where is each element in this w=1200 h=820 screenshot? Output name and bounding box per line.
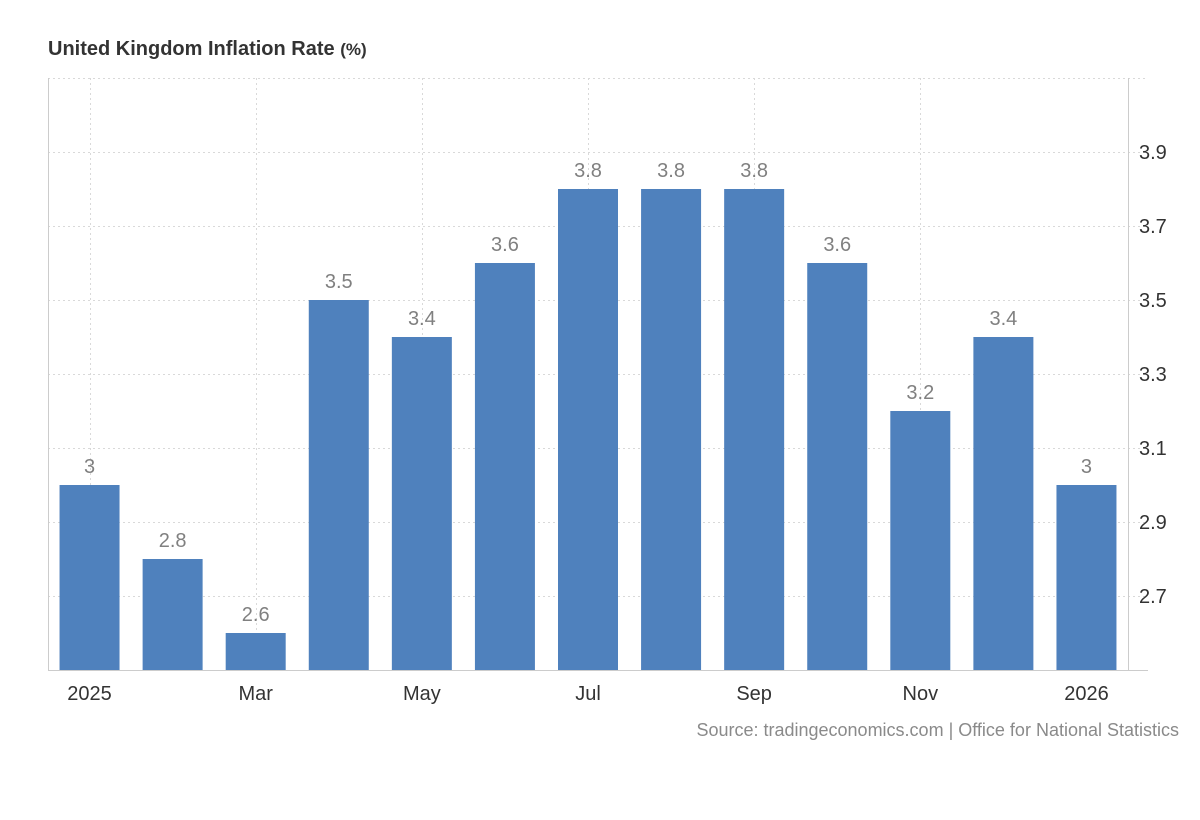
x-tick-label: Mar (238, 683, 273, 705)
bar (391, 337, 452, 670)
y-tick-label: 2.9 (1139, 512, 1167, 534)
bar (1056, 485, 1117, 670)
bar (641, 189, 702, 670)
chart-title-unit: (%) (340, 40, 367, 59)
bar-value-label: 2.6 (242, 604, 270, 626)
bar-value-label: 3.8 (574, 160, 602, 182)
x-tick-label: May (403, 683, 441, 705)
bar (724, 189, 785, 670)
source-note: Source: tradingeconomics.com | Office fo… (696, 720, 1179, 740)
bar (308, 300, 369, 670)
y-axis-ticks: 2.7 2.9 3.1 3.3 3.5 3.7 3.9 (1139, 142, 1167, 608)
bar (558, 189, 618, 670)
x-tick-label: 2025 (67, 683, 112, 705)
x-tick-label: 2026 (1064, 683, 1109, 705)
y-tick-label: 3.5 (1139, 290, 1167, 312)
bar-value-label: 3 (1081, 456, 1092, 478)
bar (225, 633, 286, 670)
x-axis-ticks: 2025 Mar May Jul Sep Nov 2026 (67, 683, 1108, 705)
y-tick-label: 2.7 (1139, 586, 1167, 608)
axes (48, 78, 1148, 671)
bar-value-label: 3.8 (657, 160, 685, 182)
x-tick-label: Sep (736, 683, 772, 705)
chart-title-text: United Kingdom Inflation Rate (48, 38, 335, 60)
bar (474, 263, 535, 670)
y-tick-label: 3.3 (1139, 364, 1167, 386)
y-tick-label: 3.9 (1139, 142, 1167, 164)
y-tick-label: 3.7 (1139, 216, 1167, 238)
value-labels: 3 2.8 2.6 3.5 3.4 3.6 3.8 3.8 3.8 3.6 3.2 3.4 3 (84, 160, 1092, 626)
bar-value-label: 3.8 (740, 160, 768, 182)
bar-value-label: 2.8 (159, 530, 187, 552)
bar-value-label: 3.4 (408, 308, 436, 330)
bar (973, 337, 1034, 670)
bar-value-label: 3.6 (491, 234, 519, 256)
bar-value-label: 3.5 (325, 271, 353, 293)
bar (142, 559, 203, 670)
x-tick-label: Nov (903, 683, 939, 705)
bar (59, 485, 120, 670)
y-tick-label: 3.1 (1139, 438, 1167, 460)
bar-value-label: 3.2 (906, 382, 934, 404)
bar-value-label: 3.6 (823, 234, 851, 256)
bar (890, 411, 951, 670)
bar-value-label: 3.4 (989, 308, 1017, 330)
x-tick-label: Jul (575, 683, 601, 705)
bar-value-label: 3 (84, 456, 95, 478)
bar (807, 263, 868, 670)
chart-title: United Kingdom Inflation Rate (%) (48, 38, 367, 61)
bars (59, 189, 1117, 670)
